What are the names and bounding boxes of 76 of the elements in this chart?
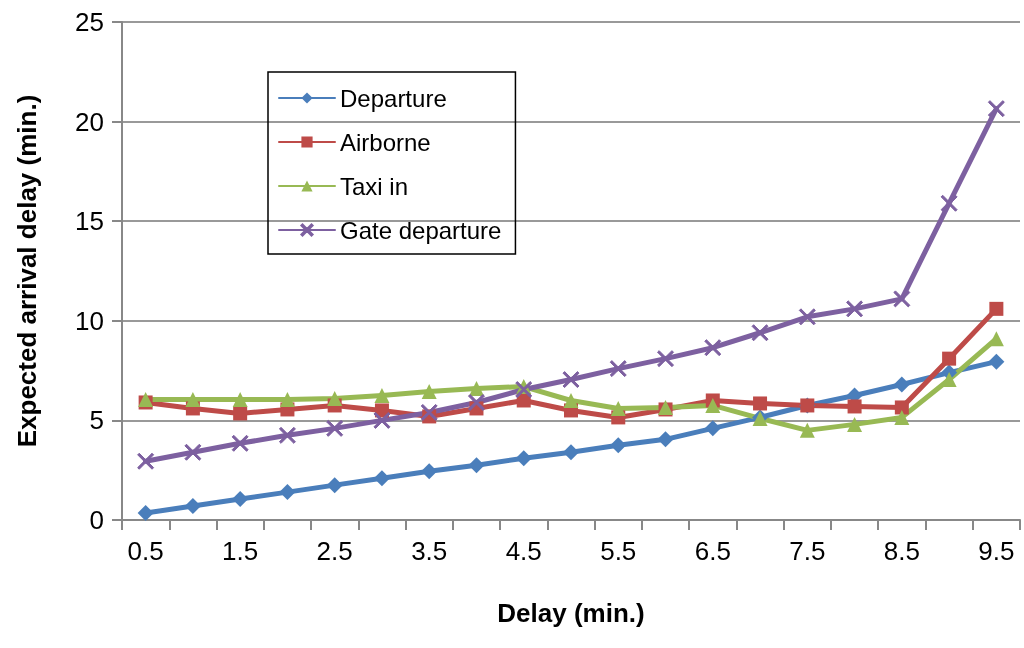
point [798,308,816,326]
point [987,100,1005,118]
point [562,371,580,389]
point [374,388,390,403]
legend-label: Departure [340,84,447,112]
y-tick-label: 5 [89,405,104,436]
y-tick-label: 15 [75,206,104,237]
point [942,351,957,366]
y-axis-title: Expected arrival delay (min.) [12,94,42,448]
point [138,391,154,407]
point [137,452,155,470]
point [137,505,154,522]
x-tick-label: 7.5 [789,536,826,566]
point [231,434,249,452]
point [421,463,438,480]
point [468,381,484,397]
point [609,360,627,378]
point [610,437,627,454]
point [846,300,864,318]
point [989,301,1004,316]
point [704,420,721,437]
x-tick-label: 6.5 [694,536,731,566]
x-tick-label: 0.5 [127,536,164,566]
point [232,491,249,508]
x-tick-label: 2.5 [316,536,353,566]
point [610,400,626,416]
x-tick-label: 8.5 [883,536,920,566]
x-tick-label: 5.5 [600,536,637,566]
point [185,391,201,407]
x-tick-label: 3.5 [411,536,448,566]
point [279,391,295,407]
point [468,457,485,474]
point [847,399,862,414]
x-tick-label: 1.5 [222,536,259,566]
point [326,419,344,437]
point [279,484,296,501]
legend-label: Gate departure [340,216,502,244]
point [326,477,343,494]
y-tick-label: 10 [75,305,104,336]
point [563,444,579,461]
point [705,397,721,413]
point [753,396,768,411]
y-tick-label: 20 [75,106,104,137]
point [893,290,911,308]
point [988,353,1005,370]
point [467,393,485,411]
point [894,409,910,425]
point [563,392,579,408]
point [894,400,909,415]
point [657,350,675,368]
y-tick-label: 25 [75,7,104,37]
point [893,376,910,393]
point [657,431,674,448]
point [704,339,722,357]
point [233,406,248,421]
x-tick-label: 4.5 [505,536,542,566]
point [515,381,533,399]
point [373,411,391,429]
point [940,194,958,212]
point [420,403,438,421]
legend-label: Airborne [340,128,431,156]
point [421,384,437,400]
point [515,450,532,467]
point [373,470,390,487]
point [184,498,201,515]
point [184,443,202,461]
y-tick-label: 0 [89,505,104,535]
point [847,416,863,432]
point [232,391,248,407]
legend-label: Taxi in [340,172,409,200]
point [278,426,296,444]
x-axis-title: Delay (min.) [497,598,645,628]
x-tick-label: 9.5 [978,536,1015,566]
point [799,422,815,438]
point [327,390,343,406]
point [751,324,769,342]
